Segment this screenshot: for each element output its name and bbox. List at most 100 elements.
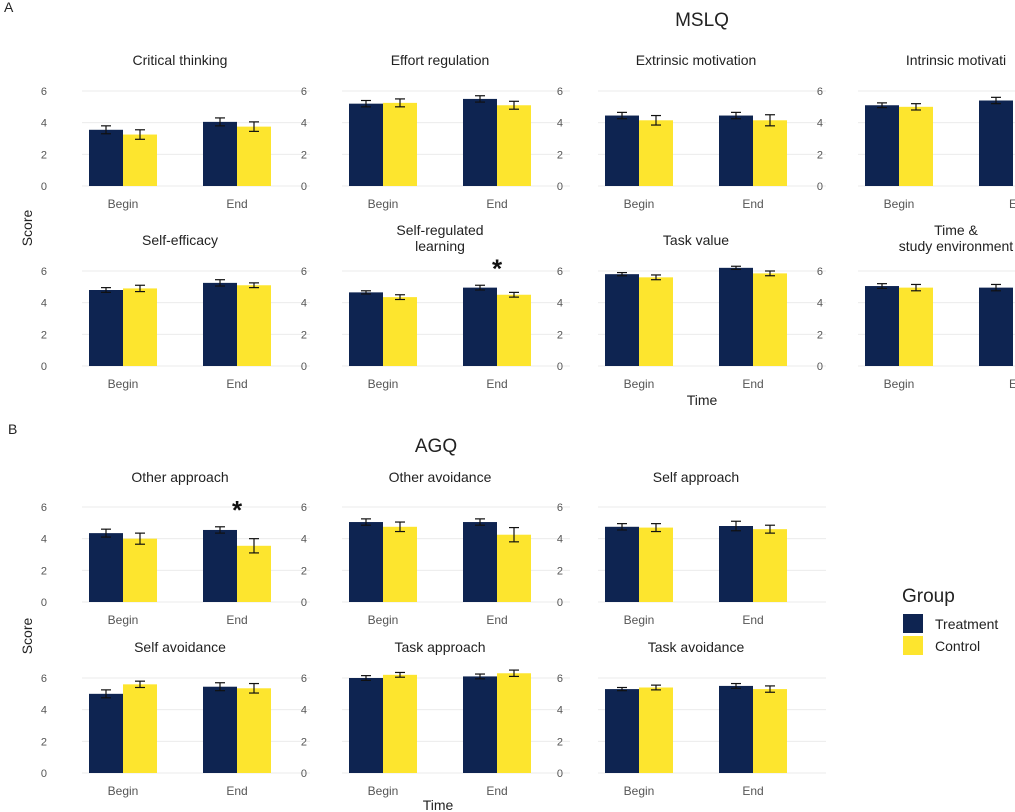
panel-other-avoidance: 0 2 4 6 Other avoidance Begin End	[301, 469, 570, 627]
panel-task-avoidance: 0 2 4 6 Task avoidance Begin End	[557, 639, 826, 798]
error-bar-control-end	[765, 270, 775, 277]
x-tick-label: Begin	[108, 197, 139, 211]
error-bar-control-begin	[651, 114, 661, 126]
y-tick-label: 4	[557, 298, 563, 310]
bar-treatment-begin	[605, 274, 639, 366]
y-tick-label: 6	[557, 266, 563, 278]
y-tick-label: 6	[557, 673, 563, 685]
y-tick-label: 4	[41, 705, 47, 717]
error-bar-control-begin	[135, 532, 145, 545]
y-tick-label: 0	[557, 597, 563, 609]
y-tick-label: 2	[817, 149, 823, 161]
y-tick-label: 2	[557, 565, 563, 577]
error-bar-control-end	[509, 669, 519, 678]
x-tick-label: Begin	[368, 377, 399, 391]
y-tick-label: 0	[41, 597, 47, 609]
bar-treatment-begin	[605, 689, 639, 773]
y-tick-label: 6	[301, 673, 307, 685]
error-bar-treatment-begin	[361, 518, 371, 526]
bar-treatment-begin	[89, 290, 123, 366]
y-tick-label: 2	[557, 149, 563, 161]
error-bar-treatment-end	[731, 265, 741, 271]
error-bar-treatment-end	[475, 284, 485, 291]
error-bar-control-begin	[911, 283, 921, 292]
y-tick-label: 2	[301, 149, 307, 161]
bar-control-begin	[383, 102, 417, 186]
bar-treatment-begin	[605, 526, 639, 602]
section-a-ylabel: Score	[19, 210, 35, 247]
legend-swatch-treatment	[903, 614, 923, 633]
panel-title: Self-regulated	[396, 222, 483, 238]
bar-control-begin	[123, 538, 157, 602]
bar-treatment-end	[719, 115, 753, 186]
bar-treatment-begin	[89, 129, 123, 186]
y-tick-label: 6	[41, 673, 47, 685]
panel-title: Task avoidance	[648, 639, 745, 655]
error-bar-control-end	[249, 682, 259, 694]
error-bar-treatment-end	[475, 673, 485, 680]
bar-treatment-end	[203, 529, 237, 602]
bar-control-begin	[123, 288, 157, 366]
bar-control-end	[237, 285, 271, 366]
y-tick-label: 0	[301, 768, 307, 780]
y-tick-label: 0	[41, 361, 47, 373]
x-tick-label: End	[486, 197, 507, 211]
panel-other-approach: 0 2 4 6 Other approach Begin End *	[41, 469, 310, 627]
x-tick-label: End	[742, 613, 763, 627]
error-bar-treatment-end	[215, 117, 225, 127]
panel-title: Critical thinking	[133, 52, 228, 68]
x-tick-label: Begin	[108, 784, 139, 798]
y-tick-label: 2	[41, 329, 47, 341]
bar-treatment-end	[719, 685, 753, 773]
bar-control-begin	[639, 687, 673, 773]
error-bar-control-begin	[651, 523, 661, 533]
error-bar-treatment-end	[731, 111, 741, 120]
y-tick-label: 2	[817, 329, 823, 341]
panel-self-avoidance: 0 2 4 6 Self avoidance Begin End	[41, 639, 310, 798]
y-tick-label: 0	[557, 181, 563, 193]
x-tick-label: End	[742, 784, 763, 798]
legend: Group Treatment Control	[902, 586, 998, 655]
x-tick-label: End	[226, 377, 247, 391]
error-bar-control-begin	[911, 103, 921, 111]
y-tick-label: 6	[817, 86, 823, 98]
bar-treatment-e	[979, 287, 1013, 366]
bar-treatment-end	[463, 287, 497, 366]
y-tick-label: 4	[301, 118, 307, 130]
error-bar-treatment-end	[215, 526, 225, 534]
bar-treatment-begin	[865, 286, 899, 366]
error-bar-control-end	[509, 526, 519, 543]
bar-control-end	[497, 534, 531, 602]
bar-control-begin	[123, 684, 157, 773]
error-bar-control-end	[249, 282, 259, 289]
panel-title: Self approach	[653, 469, 739, 485]
y-tick-label: 0	[557, 361, 563, 373]
x-tick-label: E	[1009, 377, 1015, 391]
error-bar-treatment-begin	[617, 111, 627, 120]
section-b-letter: B	[8, 421, 17, 437]
bar-treatment-begin	[89, 693, 123, 773]
panel-title: Extrinsic motivation	[636, 52, 757, 68]
panel-self-approach: 0 2 4 6 Self approach Begin End	[557, 469, 826, 627]
bar-control-begin	[383, 674, 417, 773]
y-tick-label: 2	[557, 736, 563, 748]
bar-control-end	[237, 545, 271, 602]
bar-control-begin	[383, 526, 417, 602]
x-tick-label: Begin	[624, 377, 655, 391]
error-bar-control-begin	[651, 274, 661, 281]
error-bar-control-begin	[395, 521, 405, 533]
panel-critical-thinking: 0 2 4 6 Critical thinking Begin End	[41, 52, 310, 211]
section-a-title: MSLQ	[675, 10, 729, 31]
bar-treatment-end	[203, 121, 237, 186]
bar-control-end	[753, 689, 787, 773]
panel-title: Other approach	[131, 469, 228, 485]
y-tick-label: 6	[41, 86, 47, 98]
error-bar-control-end	[765, 524, 775, 534]
bar-treatment-end	[203, 282, 237, 366]
bar-control-begin	[639, 277, 673, 366]
legend-label-control: Control	[935, 638, 980, 654]
error-bar-treatment-begin	[101, 528, 111, 538]
error-bar-control-end	[765, 685, 775, 693]
y-tick-label: 4	[301, 298, 307, 310]
